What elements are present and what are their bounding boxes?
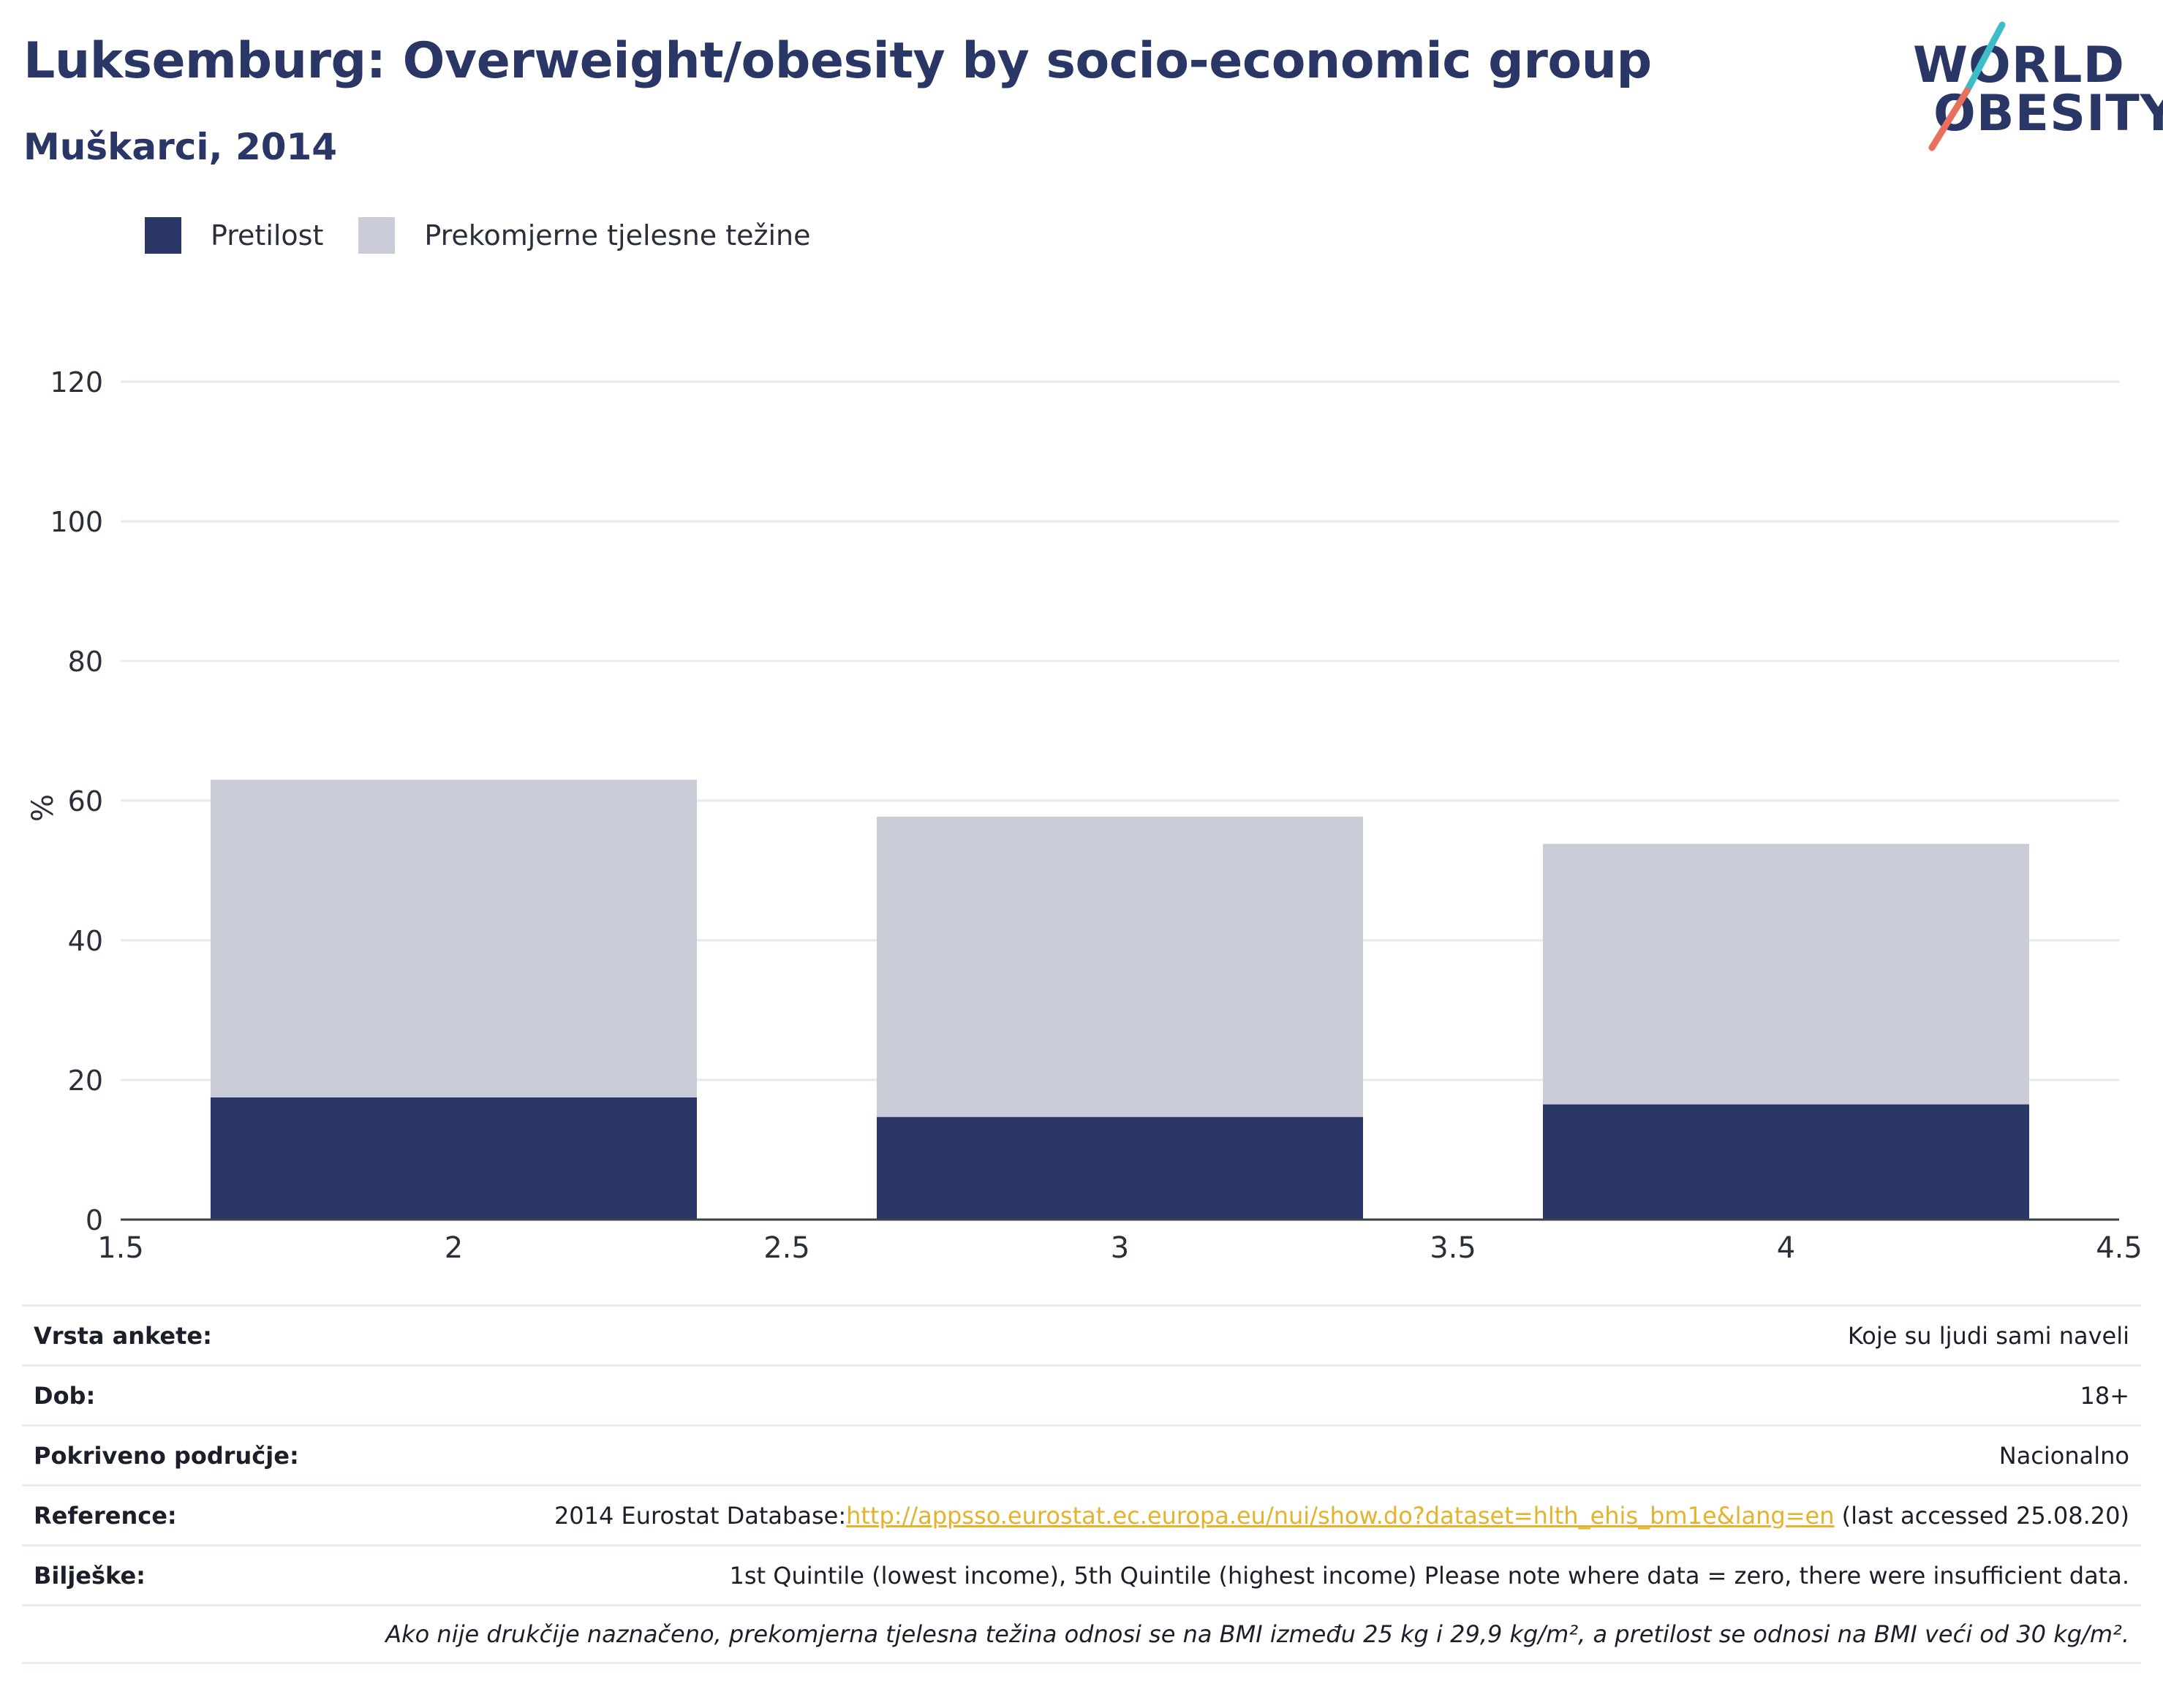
legend-label-obesity: Pretilost bbox=[211, 219, 324, 252]
info-row-age: Dob: 18+ bbox=[22, 1364, 2141, 1424]
y-tick-label-80: 80 bbox=[68, 646, 103, 678]
page-subtitle: Muškarci, 2014 bbox=[23, 126, 338, 168]
y-tick-label-100: 100 bbox=[50, 506, 103, 538]
reference-suffix: (last accessed 25.08.20) bbox=[1834, 1501, 2129, 1530]
x-tick-label-4: 4 bbox=[1777, 1231, 1795, 1265]
info-row-area: Pokriveno područje: Nacionalno bbox=[22, 1424, 2141, 1484]
world-obesity-logo: WORLD OBESITY bbox=[1901, 20, 2163, 159]
reference-label: Reference: bbox=[34, 1501, 177, 1530]
y-tick-label-60: 60 bbox=[68, 785, 103, 817]
reference-value: 2014 Eurostat Database:http://appsso.eur… bbox=[554, 1502, 2129, 1530]
legend-item-obesity[interactable]: Pretilost bbox=[145, 217, 323, 254]
age-value: 18+ bbox=[2080, 1381, 2129, 1410]
x-tick-label-3-5: 3.5 bbox=[1430, 1231, 1476, 1265]
survey-label: Vrsta ankete: bbox=[34, 1321, 212, 1350]
notes-label: Bilješke: bbox=[34, 1561, 146, 1590]
bar-chart: 0 20 40 60 80 100 120 1.5 2 2.5 3 3.5 4 4.5% bbox=[26, 366, 2143, 1265]
y-tick-label-40: 40 bbox=[68, 925, 103, 957]
bar-overweight-4 bbox=[1542, 844, 2030, 1105]
x-tick-label-4-5: 4.5 bbox=[2096, 1231, 2143, 1265]
x-tick-label-3: 3 bbox=[1111, 1231, 1129, 1265]
logo-slash-icon bbox=[1928, 21, 2006, 151]
y-tick-label-20: 20 bbox=[68, 1065, 103, 1097]
logo-line-1: WORLD bbox=[1913, 37, 2125, 94]
x-tick-label-2: 2 bbox=[445, 1231, 463, 1265]
page-title: Luksemburg: Overweight/obesity by socio-… bbox=[23, 32, 1652, 90]
bar-overweight-2 bbox=[210, 779, 698, 1097]
legend-label-overweight: Prekomjerne tjelesne težine bbox=[424, 219, 811, 252]
footnote: Ako nije drukčije naznačeno, prekomjerna… bbox=[385, 1620, 2129, 1648]
info-row-reference: Reference: 2014 Eurostat Database:http:/… bbox=[22, 1484, 2141, 1544]
notes-value: 1st Quintile (lowest income), 5th Quinti… bbox=[729, 1561, 2130, 1590]
reference-prefix: 2014 Eurostat Database: bbox=[554, 1501, 847, 1530]
info-row-footnote: Ako nije drukčije naznačeno, prekomjerna… bbox=[22, 1604, 2141, 1664]
area-value: Nacionalno bbox=[1998, 1441, 2129, 1470]
survey-value: Koje su ljudi sami naveli bbox=[1847, 1321, 2129, 1350]
bar-obesity-3 bbox=[876, 1116, 1364, 1220]
y-axis-label: % bbox=[26, 794, 60, 822]
legend-swatch-obesity bbox=[145, 217, 181, 254]
bar-obesity-4 bbox=[1542, 1104, 2030, 1220]
info-table: Vrsta ankete: Koje su ljudi sami naveli … bbox=[22, 1304, 2141, 1664]
bar-obesity-2 bbox=[210, 1097, 698, 1220]
chart-legend: Pretilost Prekomjerne tjelesne težine bbox=[145, 216, 846, 254]
reference-link[interactable]: http://appsso.eurostat.ec.europa.eu/nui/… bbox=[846, 1501, 1835, 1530]
legend-item-overweight[interactable]: Prekomjerne tjelesne težine bbox=[358, 217, 811, 254]
info-row-survey: Vrsta ankete: Koje su ljudi sami naveli bbox=[22, 1304, 2141, 1364]
area-label: Pokriveno područje: bbox=[34, 1441, 299, 1470]
x-tick-label-2-5: 2.5 bbox=[763, 1231, 810, 1265]
x-tick-label-1-5: 1.5 bbox=[97, 1231, 144, 1265]
y-tick-label-0: 0 bbox=[86, 1204, 103, 1236]
legend-swatch-overweight bbox=[358, 217, 396, 254]
age-label: Dob: bbox=[34, 1381, 96, 1410]
logo-line-2: OBESITY bbox=[1933, 85, 2163, 143]
bar-overweight-3 bbox=[876, 816, 1364, 1117]
info-row-notes: Bilješke: 1st Quintile (lowest income), … bbox=[22, 1544, 2141, 1604]
y-tick-label-120: 120 bbox=[50, 366, 103, 398]
